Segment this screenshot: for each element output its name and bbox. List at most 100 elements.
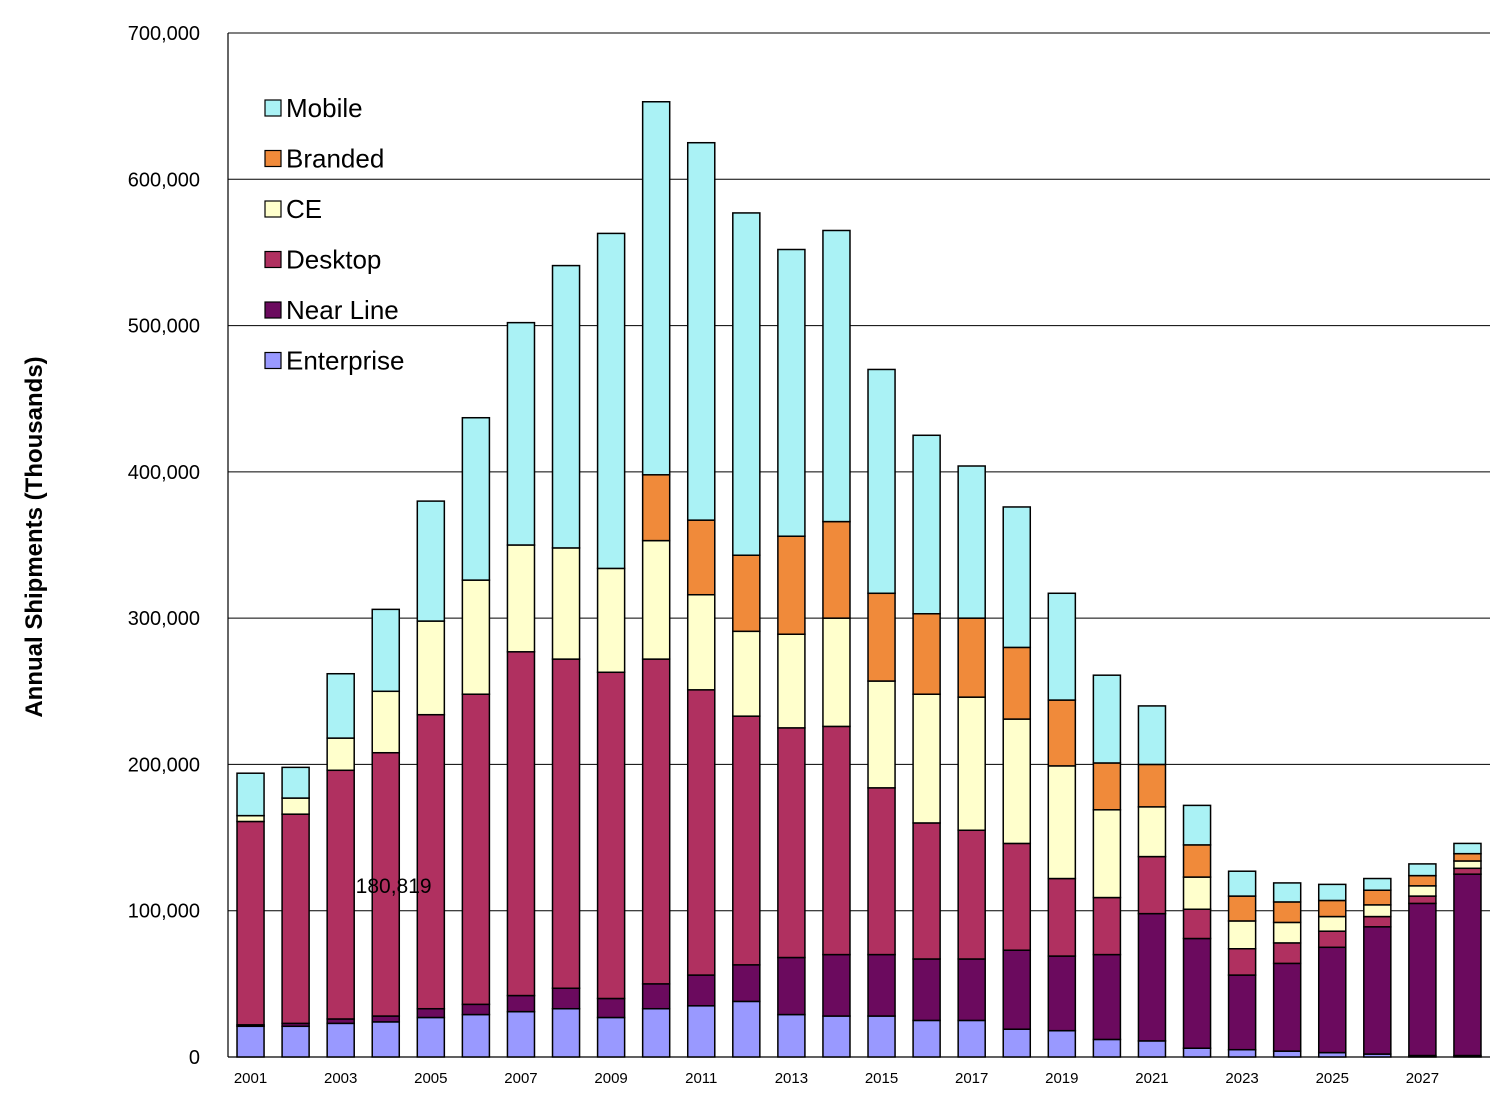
bar-mobile-2009 <box>596 232 626 570</box>
bar-stack-2010 <box>641 101 671 1058</box>
legend-item-branded: Branded <box>264 144 384 174</box>
bar-near-line-2004 <box>371 1015 401 1023</box>
bar-branded-2012 <box>732 554 761 633</box>
bar-ce-2016 <box>912 693 941 824</box>
bar-stack-2007 <box>506 321 536 1058</box>
bar-mobile-2021 <box>1137 705 1167 766</box>
bar-enterprise-2001 <box>236 1025 265 1058</box>
bar-near-line-2025 <box>1317 946 1347 1054</box>
bar-stack-2001 <box>236 772 265 1058</box>
bar-enterprise-2003 <box>326 1022 355 1058</box>
bar-enterprise-2024 <box>1272 1050 1302 1058</box>
bar-branded-2016 <box>912 613 941 695</box>
bar-mobile-2017 <box>957 465 986 619</box>
bar-branded-2015 <box>867 592 896 682</box>
bar-desktop-2015 <box>867 787 896 956</box>
bar-desktop-2020 <box>1092 896 1122 956</box>
bar-stack-2012 <box>732 212 761 1058</box>
bar-branded-2018 <box>1002 646 1032 720</box>
bar-desktop-2010 <box>641 658 671 985</box>
bar-stack-2006 <box>461 416 491 1058</box>
bar-near-line-2018 <box>1002 949 1032 1030</box>
legend-swatch <box>264 351 282 370</box>
bar-mobile-2002 <box>281 766 310 799</box>
bar-ce-2024 <box>1272 921 1302 944</box>
bar-desktop-2018 <box>1002 842 1032 951</box>
bar-stack-2008 <box>551 264 581 1058</box>
annotations: 180,819 <box>356 875 432 898</box>
bar-desktop-2001 <box>236 820 265 1026</box>
bar-desktop-2011 <box>686 689 716 976</box>
bar-branded-2025 <box>1317 899 1347 918</box>
y-tick-label: 300,000 <box>128 608 200 630</box>
x-tick-label: 2021 <box>1135 1070 1168 1087</box>
bar-near-line-2016 <box>912 958 941 1022</box>
y-tick-label: 400,000 <box>128 462 200 484</box>
bar-stack-2002 <box>281 766 310 1058</box>
legend-swatch <box>264 149 282 168</box>
bar-branded-2028 <box>1453 852 1482 862</box>
bar-ce-2005 <box>416 620 446 716</box>
bar-stack-2020 <box>1092 674 1122 1058</box>
bar-near-line-2019 <box>1047 955 1077 1032</box>
bar-stack-2027 <box>1408 863 1437 1058</box>
bars <box>236 101 1482 1058</box>
bar-enterprise-2016 <box>912 1019 941 1058</box>
bar-desktop-2008 <box>551 658 581 989</box>
bar-branded-2026 <box>1363 889 1392 906</box>
bar-stack-2018 <box>1002 506 1032 1058</box>
bar-stack-2019 <box>1047 592 1077 1058</box>
x-tick-label: 2025 <box>1316 1070 1349 1087</box>
y-axis: 0 100,000 200,000 300,000 400,000 500,000 600,… <box>128 23 229 1069</box>
bar-stack-2013 <box>777 248 806 1058</box>
bar-desktop-2006 <box>461 693 491 1006</box>
bar-branded-2027 <box>1408 874 1437 887</box>
bar-desktop-2014 <box>822 725 851 956</box>
bar-ce-2002 <box>281 797 310 815</box>
bar-near-line-2008 <box>551 987 581 1010</box>
bar-desktop-2012 <box>732 715 761 966</box>
bar-desktop-2016 <box>912 822 941 960</box>
x-axis: 2001 2003 2005 2007 2009 2011 2013 2015 2017 2019… <box>228 1056 1490 1087</box>
bar-stack-2017 <box>957 465 986 1058</box>
bar-desktop-2004 <box>371 751 401 1017</box>
bar-ce-2003 <box>326 737 355 772</box>
bar-mobile-2027 <box>1408 863 1437 877</box>
legend-swatch <box>264 200 282 218</box>
y-tick-label: 500,000 <box>128 316 200 338</box>
bar-mobile-2013 <box>777 248 806 537</box>
bar-near-line-2006 <box>461 1003 491 1016</box>
bar-mobile-2001 <box>236 772 265 817</box>
x-tick-label: 2011 <box>685 1070 717 1087</box>
bar-near-line-2022 <box>1182 937 1212 1049</box>
bar-mobile-2016 <box>912 434 941 615</box>
bar-desktop-2028 <box>1453 867 1482 875</box>
bar-near-line-2028 <box>1453 873 1482 1057</box>
bar-stack-2004 <box>371 608 401 1058</box>
x-tick-label: 2027 <box>1406 1070 1439 1087</box>
bar-branded-2014 <box>822 520 851 619</box>
legend-item-desktop: Desktop <box>264 245 381 275</box>
bar-ce-2007 <box>506 544 536 653</box>
bar-ce-2017 <box>957 696 986 832</box>
x-tick-label: 2017 <box>955 1070 988 1087</box>
bar-enterprise-2005 <box>416 1016 446 1058</box>
bar-near-line-2014 <box>822 953 851 1017</box>
x-tick-label: 2007 <box>504 1070 537 1087</box>
legend-label: CE <box>286 194 322 224</box>
bar-enterprise-2004 <box>371 1021 401 1058</box>
x-tick-label: 2005 <box>414 1070 447 1087</box>
bar-branded-2011 <box>686 519 716 596</box>
bar-desktop-2026 <box>1363 915 1392 928</box>
bar-near-line-2007 <box>506 994 536 1013</box>
bar-enterprise-2007 <box>506 1010 536 1058</box>
bar-desktop-2025 <box>1317 930 1347 949</box>
x-tick-label: 2015 <box>865 1070 898 1087</box>
bar-branded-2021 <box>1137 763 1167 808</box>
bar-enterprise-2023 <box>1227 1048 1257 1058</box>
bar-branded-2023 <box>1227 895 1257 922</box>
bar-mobile-2012 <box>732 212 761 556</box>
bar-near-line-2012 <box>732 964 761 1003</box>
bar-enterprise-2014 <box>822 1015 851 1058</box>
